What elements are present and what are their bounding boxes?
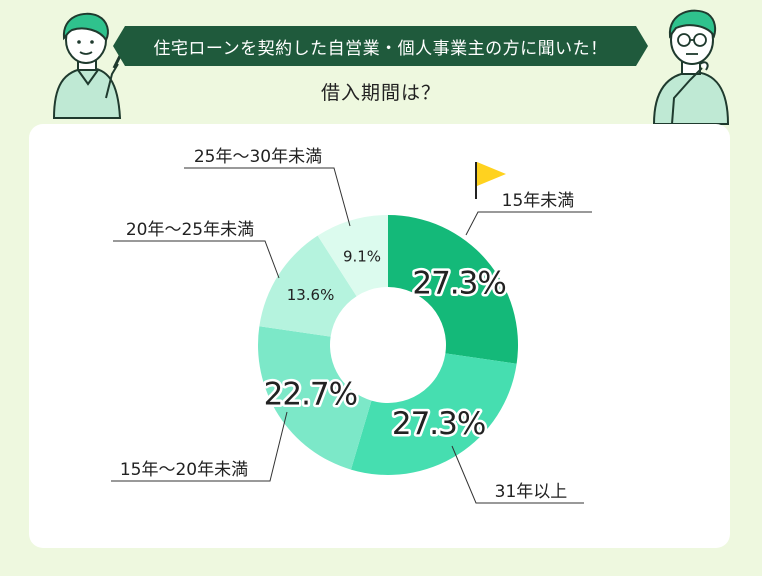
slice-2: [257, 326, 372, 470]
leader-line-4: [184, 167, 351, 227]
question-title: 借入期間は？: [320, 82, 441, 104]
leader-line-2: [111, 411, 288, 482]
chart-card: [29, 124, 730, 548]
person-thinking-illustration: [650, 6, 732, 126]
leader-line-0: [465, 211, 592, 236]
category-label-4: 25年〜30年未満: [194, 147, 322, 167]
category-label-0: 15年未満: [502, 191, 575, 211]
category-label-3: 20年〜25年未満: [126, 220, 254, 240]
leader-line-3: [113, 240, 280, 279]
category-label-1: 31年以上: [495, 482, 568, 502]
slice-3: [259, 235, 357, 337]
leader-line-1: [451, 445, 584, 504]
person-pointing-illustration: [48, 8, 128, 122]
category-label-2: 15年〜20年未満: [120, 460, 248, 480]
value-label-0: 27.3%: [412, 266, 505, 302]
slice-1: [350, 353, 517, 475]
value-label-3: 13.6%: [287, 286, 335, 304]
value-label-1: 27.3%: [392, 406, 485, 442]
value-label-2: 22.7%: [264, 377, 357, 413]
banner-text: 住宅ローンを契約した自営業・個人事業主の方に聞いた！: [153, 38, 608, 59]
flag-icon: [475, 162, 506, 199]
value-label-4: 9.1%: [343, 248, 381, 266]
slice-4: [317, 215, 388, 297]
title-banner: 住宅ローンを契約した自営業・個人事業主の方に聞いた！: [113, 26, 648, 66]
slice-0: [388, 215, 518, 364]
